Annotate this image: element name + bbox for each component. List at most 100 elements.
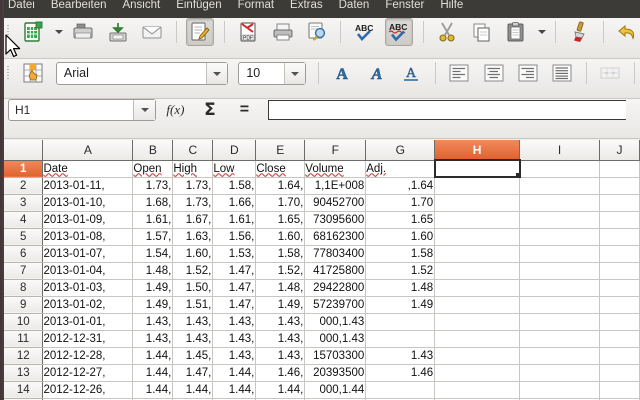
cell-G15[interactable] bbox=[365, 398, 436, 400]
cell-A5[interactable]: 2013-01-08, bbox=[42, 228, 134, 246]
cell-G3[interactable]: 1.70 bbox=[365, 194, 436, 212]
cell-G5[interactable]: 1.60 bbox=[365, 228, 436, 246]
cell-E7[interactable]: 1.52, bbox=[255, 262, 306, 280]
cell-J9[interactable] bbox=[599, 296, 640, 314]
cell-D1[interactable]: Low bbox=[212, 160, 257, 178]
cell-C8[interactable]: 1.50, bbox=[172, 279, 214, 297]
cell-G1[interactable]: Adj. bbox=[365, 160, 436, 178]
cell-D9[interactable]: 1.47, bbox=[212, 296, 257, 314]
cell-I10[interactable] bbox=[519, 313, 600, 331]
row-header-6[interactable]: 6 bbox=[4, 245, 44, 263]
row-header-1[interactable]: 1 bbox=[4, 160, 44, 178]
cell-F2[interactable]: 1,1E+008 bbox=[304, 177, 367, 195]
cell-C7[interactable]: 1.52, bbox=[172, 262, 214, 280]
cell-F4[interactable]: 73095600 bbox=[304, 211, 367, 229]
cell-E12[interactable]: 1.43, bbox=[255, 347, 306, 365]
cell-A15[interactable]: 2012-12-25, bbox=[42, 398, 134, 400]
cell-A2[interactable]: 2013-01-11, bbox=[42, 177, 134, 195]
cell-B10[interactable]: 1.43, bbox=[132, 313, 174, 331]
cell-J3[interactable] bbox=[599, 194, 640, 212]
cell-B6[interactable]: 1.54, bbox=[132, 245, 174, 263]
menu-item-daten[interactable]: Daten bbox=[338, 0, 370, 11]
column-header-h[interactable]: H bbox=[434, 140, 521, 161]
undo-icon[interactable] bbox=[613, 18, 640, 46]
cell-J15[interactable] bbox=[599, 398, 640, 400]
cell-D4[interactable]: 1.61, bbox=[212, 211, 257, 229]
cell-C6[interactable]: 1.60, bbox=[172, 245, 214, 263]
font-name-combo[interactable]: Arial bbox=[55, 61, 228, 85]
row-header-12[interactable]: 12 bbox=[4, 347, 44, 365]
cell-A11[interactable]: 2012-12-31, bbox=[42, 330, 134, 348]
column-header-e[interactable]: E bbox=[255, 140, 306, 161]
formula-input[interactable] bbox=[267, 100, 626, 120]
cell-J10[interactable] bbox=[599, 313, 640, 331]
cell-G12[interactable]: 1.43 bbox=[365, 347, 436, 365]
chevron-down-icon[interactable] bbox=[205, 62, 227, 84]
edit-mode-icon[interactable] bbox=[186, 18, 215, 46]
cell-C13[interactable]: 1.47, bbox=[172, 364, 214, 382]
cell-I7[interactable] bbox=[519, 262, 600, 280]
chevron-down-icon[interactable] bbox=[284, 62, 306, 84]
cell-F7[interactable]: 41725800 bbox=[304, 262, 367, 280]
cell-J7[interactable] bbox=[599, 262, 640, 280]
cell-H15[interactable] bbox=[434, 398, 521, 400]
cell-E2[interactable]: 1.64, bbox=[255, 177, 306, 195]
cell-H10[interactable] bbox=[434, 313, 521, 331]
print-preview-icon[interactable] bbox=[303, 18, 331, 46]
cell-J1[interactable] bbox=[599, 160, 640, 178]
cell-A7[interactable]: 2013-01-04, bbox=[42, 262, 134, 280]
save-icon[interactable] bbox=[104, 18, 132, 46]
menu-item-einfgen[interactable]: Einfügen bbox=[176, 0, 222, 11]
function-wizard-icon[interactable]: f(x) bbox=[166, 102, 185, 117]
cell-C9[interactable]: 1.51, bbox=[172, 296, 214, 314]
cell-D10[interactable]: 1.43, bbox=[212, 313, 257, 331]
cell-G8[interactable]: 1.48 bbox=[365, 279, 436, 297]
cell-H2[interactable] bbox=[434, 177, 521, 195]
cell-G6[interactable]: 1.58 bbox=[365, 245, 436, 263]
cell-A9[interactable]: 2013-01-02, bbox=[42, 296, 134, 314]
row-header-8[interactable]: 8 bbox=[4, 279, 44, 297]
cell-F11[interactable]: 000,1.43 bbox=[304, 330, 367, 348]
cell-B13[interactable]: 1.44, bbox=[132, 364, 174, 382]
cell-G7[interactable]: 1.52 bbox=[365, 262, 436, 280]
cell-B8[interactable]: 1.49, bbox=[132, 279, 174, 297]
row-header-7[interactable]: 7 bbox=[4, 262, 44, 280]
cell-I4[interactable] bbox=[519, 211, 600, 229]
cell-I12[interactable] bbox=[519, 347, 600, 365]
cell-H6[interactable] bbox=[434, 245, 521, 263]
cell-F10[interactable]: 000,1.43 bbox=[304, 313, 367, 331]
cell-J6[interactable] bbox=[599, 245, 640, 263]
cell-I8[interactable] bbox=[519, 279, 600, 297]
cell-E9[interactable]: 1.49, bbox=[255, 296, 306, 314]
cell-E1[interactable]: Close bbox=[255, 160, 306, 178]
cell-B3[interactable]: 1.68, bbox=[132, 194, 174, 212]
cell-G4[interactable]: 1.65 bbox=[365, 211, 436, 229]
cell-J11[interactable] bbox=[599, 330, 640, 348]
cell-D3[interactable]: 1.66, bbox=[212, 194, 257, 212]
row-header-13[interactable]: 13 bbox=[4, 364, 44, 382]
cell-I2[interactable] bbox=[519, 177, 600, 195]
cell-A3[interactable]: 2013-01-10, bbox=[42, 194, 134, 212]
cell-B2[interactable]: 1.73, bbox=[132, 177, 174, 195]
row-header-3[interactable]: 3 bbox=[4, 194, 44, 212]
cell-H1[interactable] bbox=[433, 159, 521, 178]
row-header-9[interactable]: 9 bbox=[4, 296, 44, 314]
cell-E5[interactable]: 1.60, bbox=[255, 228, 306, 246]
cell-E10[interactable]: 1.43, bbox=[255, 313, 306, 331]
cell-H5[interactable] bbox=[434, 228, 521, 246]
toolbar-grip[interactable] bbox=[4, 60, 13, 86]
cell-B1[interactable]: Open bbox=[132, 160, 174, 178]
cell-J5[interactable] bbox=[599, 228, 640, 246]
cell-F8[interactable]: 29422800 bbox=[304, 279, 367, 297]
cell-C4[interactable]: 1.67, bbox=[172, 211, 214, 229]
cell-F9[interactable]: 57239700 bbox=[304, 296, 367, 314]
row-header-4[interactable]: 4 bbox=[4, 211, 44, 229]
cell-G14[interactable] bbox=[365, 381, 436, 399]
cell-C10[interactable]: 1.43, bbox=[172, 313, 214, 331]
cell-H12[interactable] bbox=[434, 347, 521, 365]
cell-H11[interactable] bbox=[434, 330, 521, 348]
cell-I14[interactable] bbox=[519, 381, 600, 399]
cell-J4[interactable] bbox=[599, 211, 640, 229]
align-right-icon[interactable] bbox=[514, 59, 542, 87]
